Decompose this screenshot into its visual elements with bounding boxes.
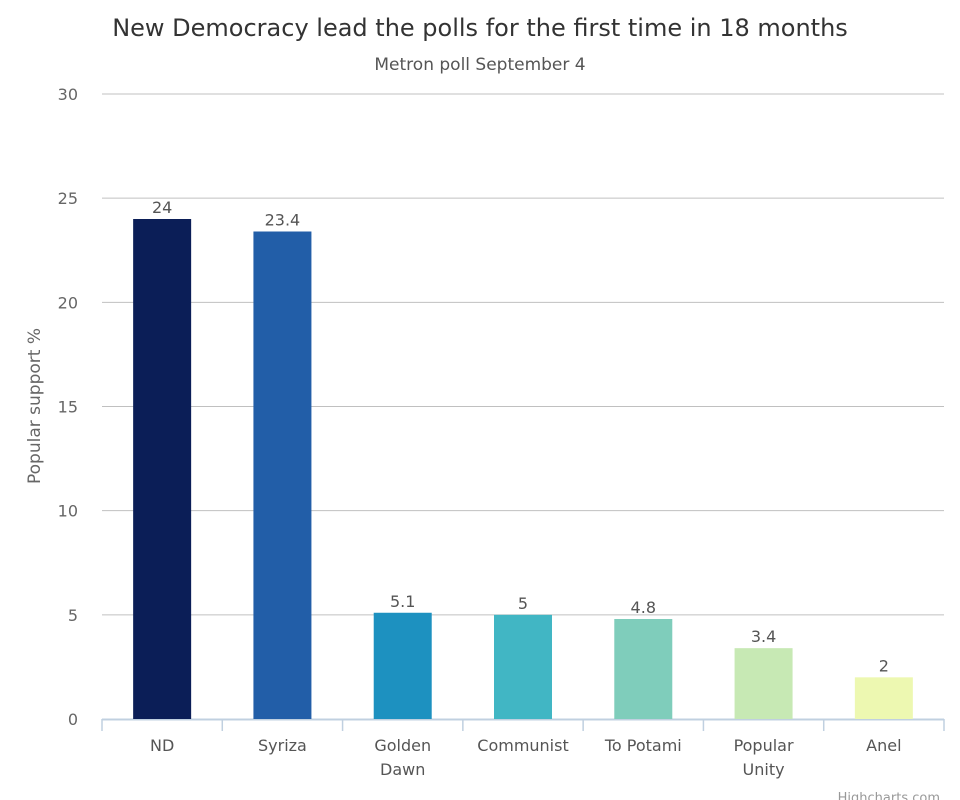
- data-label: 4.8: [631, 598, 656, 617]
- bar: [614, 619, 673, 719]
- x-tick-label: Syriza: [258, 736, 307, 755]
- bar: [494, 614, 552, 719]
- y-tick-label: 25: [58, 189, 78, 208]
- data-label: 5.1: [390, 592, 415, 611]
- x-tick-label: Popular: [734, 736, 794, 755]
- x-tick-label: Communist: [477, 736, 568, 755]
- bar: [373, 612, 432, 719]
- x-tick-label: Dawn: [380, 760, 425, 779]
- bar: [133, 219, 192, 719]
- x-tick-label: Anel: [866, 736, 901, 755]
- chart-title: New Democracy lead the polls for the fir…: [112, 14, 848, 42]
- credits-link[interactable]: Highcharts.com: [838, 791, 940, 800]
- y-tick-label: 20: [58, 293, 78, 312]
- data-label: 24: [152, 198, 172, 217]
- x-tick-label: ND: [150, 736, 174, 755]
- y-tick-label: 5: [68, 606, 78, 625]
- y-tick-label: 0: [68, 710, 78, 729]
- bar: [854, 677, 913, 719]
- data-label: 2: [879, 656, 889, 675]
- y-tick-label: 30: [58, 85, 78, 104]
- x-tick-label: To Potami: [604, 736, 682, 755]
- data-label: 5: [518, 594, 528, 613]
- x-tick-label: Unity: [743, 760, 785, 779]
- bar: [734, 648, 793, 719]
- x-tick-label: Golden: [374, 736, 431, 755]
- bar: [253, 231, 312, 719]
- y-axis-title: Popular support %: [25, 328, 45, 484]
- data-label: 23.4: [265, 211, 301, 230]
- data-label: 3.4: [751, 627, 776, 646]
- chart-subtitle: Metron poll September 4: [374, 55, 585, 75]
- y-tick-label: 10: [58, 502, 78, 521]
- y-tick-label: 15: [58, 398, 78, 417]
